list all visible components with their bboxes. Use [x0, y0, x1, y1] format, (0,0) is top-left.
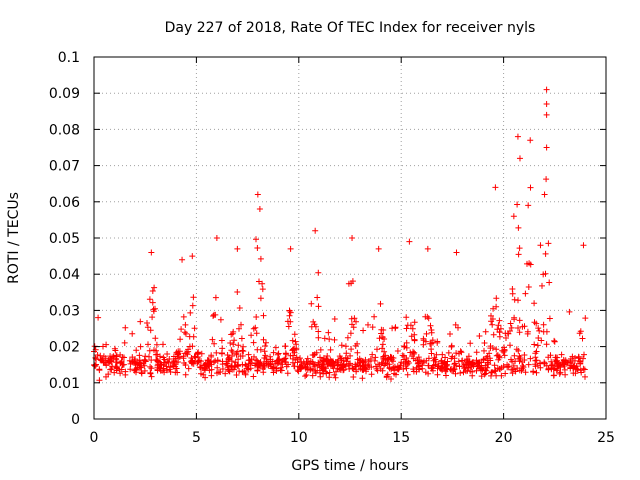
data-point-spike-26: [537, 242, 544, 249]
x-tick-label: 0: [90, 430, 99, 446]
data-point-spike-11: [375, 245, 382, 252]
data-point-spike-15: [492, 184, 499, 191]
x-tick-label: 25: [597, 430, 615, 446]
data-point-spike-18: [516, 155, 523, 162]
data-point-spike-14: [453, 249, 460, 256]
x-tick-label: 20: [495, 430, 513, 446]
x-tick-label: 15: [392, 430, 410, 446]
y-tick-label: 0.04: [49, 267, 80, 283]
data-point-spike-25: [541, 191, 548, 198]
x-axis-title: GPS time / hours: [291, 458, 408, 474]
data-point-spike-4: [213, 235, 220, 241]
y-tick-labels: 0 0.01 0.02 0.03 0.04 0.05 0.06 0.07 0.08 0.09 0.1: [49, 50, 80, 428]
data-point-spike-2: [179, 256, 186, 263]
data-point-spike-9: [312, 227, 319, 234]
x-tick-label: 10: [290, 430, 308, 446]
y-tick-label: 0.07: [49, 159, 80, 175]
y-axis-title: ROTI / TECUs: [6, 192, 22, 284]
y-tick-label: 0.06: [49, 195, 80, 211]
data-point-spike-22: [543, 101, 550, 108]
data-point-spike-12: [406, 238, 413, 245]
data-point-spike-20: [525, 202, 532, 209]
y-tick-label: 0.1: [58, 50, 80, 66]
scatter-cloud: [91, 176, 589, 384]
y-tick-label: 0.09: [49, 86, 80, 102]
y-tick-label: 0.01: [49, 376, 80, 392]
data-point-spike-23: [543, 111, 550, 118]
data-point-spike-8: [287, 245, 294, 252]
data-point-spike-10: [349, 235, 356, 241]
chart-title: Day 227 of 2018, Rate Of TEC Index for r…: [165, 20, 536, 36]
axis-ticks: [93, 56, 607, 420]
data-point-spike-24: [543, 144, 550, 151]
x-tick-labels: 0 5 10 15 20 25: [90, 430, 615, 446]
data-point-spike-0: [95, 314, 102, 321]
x-tick-label: 5: [192, 430, 201, 446]
data-point-spike-7: [256, 206, 263, 213]
data-point-spike-16: [510, 213, 517, 220]
data-point-spike-1: [148, 249, 155, 256]
y-tick-label: 0.02: [49, 340, 80, 356]
data-point-spike-17: [514, 133, 521, 140]
y-tick-label: 0.05: [49, 231, 80, 247]
data-point-spike-5: [234, 245, 241, 252]
y-tick-label: 0.03: [49, 303, 80, 319]
y-tick-label: 0: [71, 412, 80, 428]
data-point-spike-27: [580, 242, 587, 249]
data-point-spike-21: [543, 86, 550, 93]
data-point-spike-13: [424, 245, 431, 252]
data-point-spike-6: [254, 191, 261, 198]
data-points: [91, 86, 589, 384]
y-tick-label: 0.08: [49, 122, 80, 138]
data-point-spike-19: [527, 137, 534, 144]
data-point-spike-3: [189, 253, 196, 260]
